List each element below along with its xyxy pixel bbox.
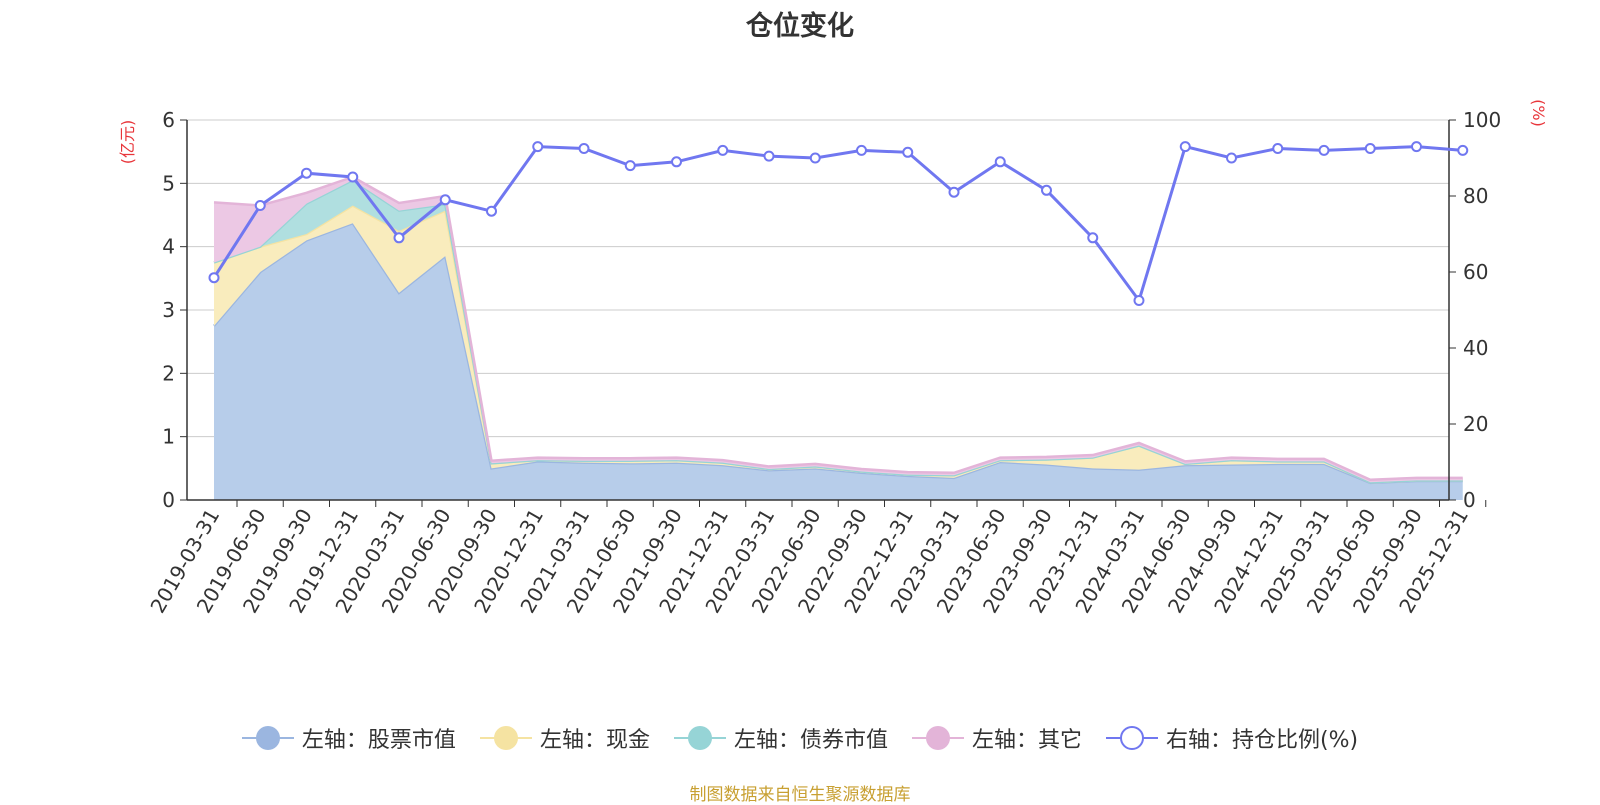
ratio-point [578, 143, 590, 154]
area-edge-左轴：其它 [213, 175, 1463, 481]
legend-label: 右轴：持仓比例(%) [1165, 728, 1359, 753]
right-axis-unit: (%) [1529, 99, 1548, 127]
right-axis-tick-label: 40 [1463, 336, 1488, 360]
left-axis-tick-label: 2 [162, 361, 175, 385]
legend-swatch-icon [1105, 726, 1158, 750]
area-左轴：股票市值 [214, 223, 1463, 500]
ratio-point [1087, 232, 1099, 244]
legend-swatch-icon [911, 726, 964, 750]
chart-title: 仓位变化 [746, 11, 854, 42]
ratio-point [763, 150, 775, 162]
source-note: 制图数据来自恒生聚源数据库 [689, 785, 911, 805]
stacked-areas [213, 175, 1463, 500]
left-axis-tick-label: 3 [162, 298, 175, 322]
ratio-point [856, 144, 867, 156]
legend-item-bond[interactable]: 左轴：债券市值 [673, 722, 888, 754]
legend-item-other[interactable]: 左轴：其它 [911, 722, 1082, 754]
legend-item-ratio[interactable]: 右轴：持仓比例(%) [1105, 722, 1359, 754]
ratio-point [347, 171, 359, 183]
ratio-point [208, 272, 220, 284]
left-axis-tick-label: 6 [162, 108, 175, 132]
legend-swatch-icon [241, 726, 294, 750]
legend-swatch-icon [673, 726, 726, 750]
chart-legend: 左轴：股票市值 左轴：现金 左轴：债券市值 左轴：其它 右轴：持仓比例(%) [0, 722, 1600, 754]
ratio-point [486, 205, 497, 217]
right-axis-tick-label: 0 [1463, 488, 1476, 512]
ratio-point [1179, 141, 1191, 153]
right-axis-tick-label: 80 [1463, 184, 1488, 208]
ratio-point [809, 152, 821, 164]
ratio-line [208, 141, 1469, 306]
legend-label: 左轴：债券市值 [733, 728, 888, 753]
left-axis-tick-label: 4 [162, 235, 175, 259]
ratio-point [948, 186, 960, 198]
legend-label: 左轴：股票市值 [301, 728, 456, 753]
ratio-point [393, 232, 405, 244]
ratio-point [994, 156, 1006, 168]
ratio-point [717, 144, 729, 156]
ratio-point [254, 200, 266, 211]
legend-label: 左轴：现金 [539, 728, 650, 753]
right-axis-tick-label: 60 [1463, 260, 1488, 284]
ratio-point [671, 156, 682, 168]
ratio-point [439, 194, 451, 206]
area-左轴：债券市值 [214, 180, 1463, 483]
ratio-point [1364, 143, 1376, 154]
right-axis-tick-label: 20 [1463, 412, 1488, 436]
legend-swatch-icon [479, 726, 532, 750]
ratio-point [1411, 141, 1422, 153]
ratio-point [301, 167, 312, 179]
left-axis-unit: (亿元) [118, 120, 137, 165]
ratio-point [1226, 152, 1237, 164]
ratio-point [532, 141, 544, 153]
ratio-point [624, 160, 636, 172]
right-axis-tick-label: 100 [1463, 108, 1501, 132]
legend-label: 左轴：其它 [971, 728, 1082, 753]
ratio-point [1133, 295, 1145, 306]
left-axis-tick-label: 5 [162, 171, 175, 195]
ratio-point [1272, 143, 1284, 154]
legend-item-stock[interactable]: 左轴：股票市值 [241, 722, 456, 754]
ratio-point [1457, 144, 1469, 156]
legend-item-cash[interactable]: 左轴：现金 [479, 722, 650, 754]
ratio-point [1318, 144, 1330, 156]
ratio-line-path [212, 144, 1463, 304]
left-axis-tick-label: 1 [162, 425, 175, 449]
ratio-point [902, 146, 914, 158]
left-axis-tick-label: 0 [162, 488, 175, 512]
ratio-point [1041, 184, 1052, 196]
